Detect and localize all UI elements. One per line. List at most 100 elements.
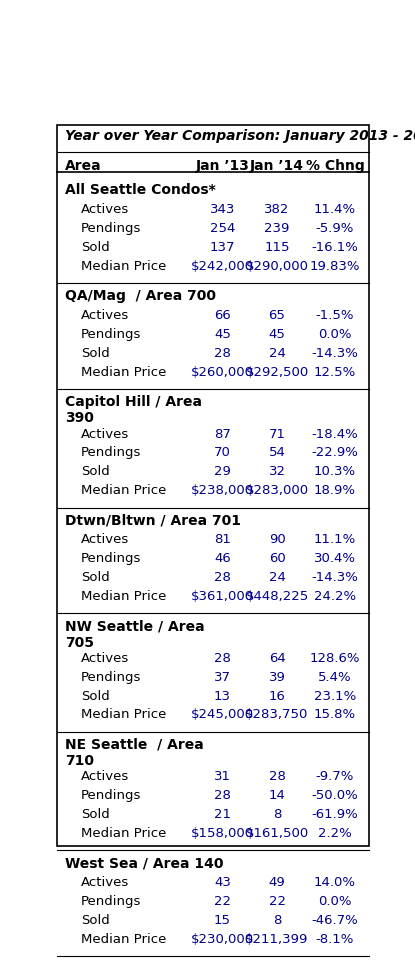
Text: West Sea / Area 140: West Sea / Area 140 bbox=[65, 856, 223, 870]
Text: 43: 43 bbox=[214, 876, 231, 889]
Text: 343: 343 bbox=[210, 204, 235, 216]
Text: -18.4%: -18.4% bbox=[312, 428, 358, 440]
Text: 128.6%: 128.6% bbox=[310, 652, 360, 665]
Text: NE Seattle  / Area: NE Seattle / Area bbox=[65, 738, 203, 752]
Text: -8.1%: -8.1% bbox=[316, 932, 354, 946]
Text: 22: 22 bbox=[214, 895, 231, 908]
Text: 37: 37 bbox=[214, 671, 231, 683]
Text: Jan ’13: Jan ’13 bbox=[195, 159, 249, 173]
Text: -46.7%: -46.7% bbox=[312, 914, 358, 926]
Text: $230,000: $230,000 bbox=[191, 932, 254, 946]
Text: 28: 28 bbox=[214, 347, 231, 360]
Text: 81: 81 bbox=[214, 533, 231, 547]
Text: 64: 64 bbox=[269, 652, 286, 665]
Text: 8: 8 bbox=[273, 808, 281, 821]
Text: 65: 65 bbox=[269, 309, 286, 322]
Text: 24: 24 bbox=[269, 571, 286, 584]
Text: Actives: Actives bbox=[81, 770, 129, 783]
Text: 15.8%: 15.8% bbox=[314, 708, 356, 722]
Text: 90: 90 bbox=[269, 533, 286, 547]
Text: -9.7%: -9.7% bbox=[316, 770, 354, 783]
Text: 46: 46 bbox=[214, 553, 231, 565]
Text: Actives: Actives bbox=[81, 428, 129, 440]
Text: Sold: Sold bbox=[81, 465, 110, 479]
Text: Dtwn/Bltwn / Area 701: Dtwn/Bltwn / Area 701 bbox=[65, 513, 241, 528]
Text: Pendings: Pendings bbox=[81, 789, 141, 802]
Text: -16.1%: -16.1% bbox=[312, 241, 358, 254]
Text: Capitol Hill / Area: Capitol Hill / Area bbox=[65, 395, 202, 409]
Text: Sold: Sold bbox=[81, 571, 110, 584]
Text: 30.4%: 30.4% bbox=[314, 553, 356, 565]
Text: Sold: Sold bbox=[81, 347, 110, 360]
Text: 22: 22 bbox=[269, 895, 286, 908]
Text: 60: 60 bbox=[269, 553, 286, 565]
Text: 382: 382 bbox=[264, 204, 290, 216]
Text: 14: 14 bbox=[269, 789, 286, 802]
Text: 115: 115 bbox=[264, 241, 290, 254]
Text: Median Price: Median Price bbox=[81, 366, 166, 379]
Text: Actives: Actives bbox=[81, 876, 129, 889]
Text: $292,500: $292,500 bbox=[245, 366, 309, 379]
Text: Sold: Sold bbox=[81, 690, 110, 702]
Text: Jan ’14: Jan ’14 bbox=[250, 159, 304, 173]
Text: -50.0%: -50.0% bbox=[312, 789, 358, 802]
Text: 32: 32 bbox=[269, 465, 286, 479]
Text: NW Seattle / Area: NW Seattle / Area bbox=[65, 619, 204, 633]
Text: 11.1%: 11.1% bbox=[314, 533, 356, 547]
Text: Actives: Actives bbox=[81, 533, 129, 547]
Text: Pendings: Pendings bbox=[81, 222, 141, 235]
Text: 2.2%: 2.2% bbox=[318, 826, 352, 840]
Text: $290,000: $290,000 bbox=[246, 260, 308, 273]
Text: 28: 28 bbox=[214, 652, 231, 665]
Text: Pendings: Pendings bbox=[81, 447, 141, 459]
Text: 24: 24 bbox=[269, 347, 286, 360]
Text: All Seattle Condos*: All Seattle Condos* bbox=[65, 184, 215, 197]
Text: Median Price: Median Price bbox=[81, 590, 166, 603]
Text: 23.1%: 23.1% bbox=[314, 690, 356, 702]
Text: 137: 137 bbox=[210, 241, 235, 254]
Text: $283,750: $283,750 bbox=[245, 708, 309, 722]
Text: 10.3%: 10.3% bbox=[314, 465, 356, 479]
Text: 239: 239 bbox=[264, 222, 290, 235]
FancyBboxPatch shape bbox=[57, 125, 369, 847]
Text: $238,000: $238,000 bbox=[191, 484, 254, 497]
Text: -1.5%: -1.5% bbox=[316, 309, 354, 322]
Text: 28: 28 bbox=[214, 571, 231, 584]
Text: 28: 28 bbox=[269, 770, 286, 783]
Text: $448,225: $448,225 bbox=[245, 590, 309, 603]
Text: -61.9%: -61.9% bbox=[312, 808, 358, 821]
Text: 21: 21 bbox=[214, 808, 231, 821]
Text: 710: 710 bbox=[65, 754, 94, 768]
Text: -14.3%: -14.3% bbox=[312, 571, 358, 584]
Text: -22.9%: -22.9% bbox=[312, 447, 358, 459]
Text: 28: 28 bbox=[214, 789, 231, 802]
Text: $242,000: $242,000 bbox=[191, 260, 254, 273]
Text: 705: 705 bbox=[65, 635, 94, 650]
Text: 24.2%: 24.2% bbox=[314, 590, 356, 603]
Text: 15: 15 bbox=[214, 914, 231, 926]
Text: -5.9%: -5.9% bbox=[316, 222, 354, 235]
Text: Median Price: Median Price bbox=[81, 826, 166, 840]
Text: Pendings: Pendings bbox=[81, 895, 141, 908]
Text: Area: Area bbox=[65, 159, 101, 173]
Text: Median Price: Median Price bbox=[81, 708, 166, 722]
Text: 11.4%: 11.4% bbox=[314, 204, 356, 216]
Text: 45: 45 bbox=[269, 328, 286, 341]
Text: Pendings: Pendings bbox=[81, 553, 141, 565]
Text: 12.5%: 12.5% bbox=[314, 366, 356, 379]
Text: 390: 390 bbox=[65, 411, 94, 426]
Text: 45: 45 bbox=[214, 328, 231, 341]
Text: Median Price: Median Price bbox=[81, 484, 166, 497]
Text: Median Price: Median Price bbox=[81, 932, 166, 946]
Text: Year over Year Comparison: January 2013 - 2014: Year over Year Comparison: January 2013 … bbox=[65, 129, 415, 142]
Text: 39: 39 bbox=[269, 671, 286, 683]
Text: 54: 54 bbox=[269, 447, 286, 459]
Text: 16: 16 bbox=[269, 690, 286, 702]
Text: 87: 87 bbox=[214, 428, 231, 440]
Text: 0.0%: 0.0% bbox=[318, 895, 352, 908]
Text: $211,399: $211,399 bbox=[245, 932, 309, 946]
Text: $158,000: $158,000 bbox=[191, 826, 254, 840]
Text: Sold: Sold bbox=[81, 914, 110, 926]
Text: 70: 70 bbox=[214, 447, 231, 459]
Text: -14.3%: -14.3% bbox=[312, 347, 358, 360]
